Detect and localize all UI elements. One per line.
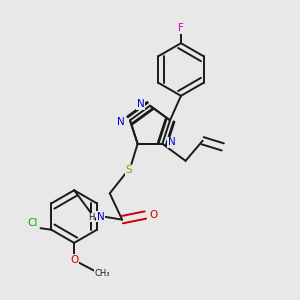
Text: Cl: Cl [28, 218, 38, 228]
Text: N: N [117, 117, 124, 127]
Text: N: N [137, 99, 145, 109]
Text: CH₃: CH₃ [94, 269, 110, 278]
Text: N: N [168, 137, 176, 147]
Text: H: H [88, 213, 94, 222]
Text: F: F [178, 23, 184, 33]
Text: O: O [70, 255, 78, 265]
Text: N: N [97, 212, 104, 222]
Text: O: O [149, 210, 157, 220]
Text: S: S [125, 165, 132, 175]
